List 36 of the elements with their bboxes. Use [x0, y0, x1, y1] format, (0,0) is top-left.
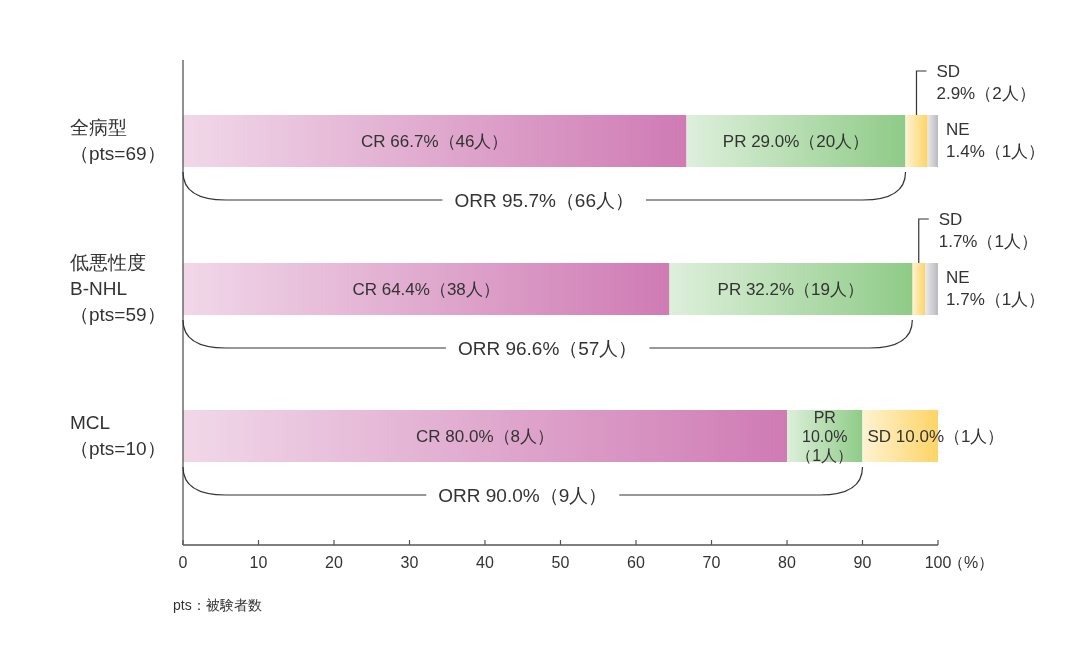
x-tick-label: 40: [476, 554, 494, 571]
bar: [183, 410, 787, 462]
x-tick-label: 0: [178, 554, 188, 571]
x-tick-label: 30: [400, 554, 419, 571]
bar: [183, 115, 687, 167]
x-tick-label: 80: [778, 554, 796, 571]
data-label: SD 1.7%（1人）: [938, 210, 1038, 251]
x-tick-label: 50: [551, 554, 570, 571]
data-label: NE 1.7%（1人）: [946, 268, 1046, 309]
annotation: ORR 95.7%（66人）: [454, 190, 635, 211]
data-label: PR 10.0%（1人）: [796, 409, 854, 464]
bar: [912, 263, 926, 315]
bar: [927, 115, 938, 167]
x-tick-label: 10: [249, 554, 268, 571]
x-tick-label: 60: [627, 554, 645, 571]
data-label: CR 66.7%（46人）: [361, 132, 509, 151]
bar: [925, 263, 938, 315]
y-tick-label: 低悪性度B-NHL（pts=59）: [70, 252, 166, 325]
data-label: PR 29.0%（20人）: [722, 132, 870, 151]
annotation: ORR 90.0%（9人）: [438, 485, 608, 506]
bar: [183, 263, 670, 315]
y-tick-label: 全病型（pts=69）: [70, 117, 166, 164]
text: pts：被験者数: [173, 597, 262, 613]
data-label: NE 1.4%（1人）: [946, 120, 1046, 161]
x-tick-label: 90: [853, 554, 872, 571]
annotation: ORR 96.6%（57人）: [457, 338, 638, 359]
x-tick-label: 70: [702, 554, 721, 571]
bar: [669, 263, 913, 315]
data-label: CR 80.0%（8人）: [416, 427, 554, 446]
x-tick-label: 20: [325, 554, 343, 571]
data-label: SD 2.9%（2人）: [936, 62, 1036, 103]
bar: [905, 115, 928, 167]
data-label: CR 64.4%（38人）: [352, 280, 500, 299]
y-tick-label: MCL（pts=10）: [70, 412, 166, 459]
data-label: PR 32.2%（19人）: [717, 280, 864, 299]
bar: [686, 115, 906, 167]
